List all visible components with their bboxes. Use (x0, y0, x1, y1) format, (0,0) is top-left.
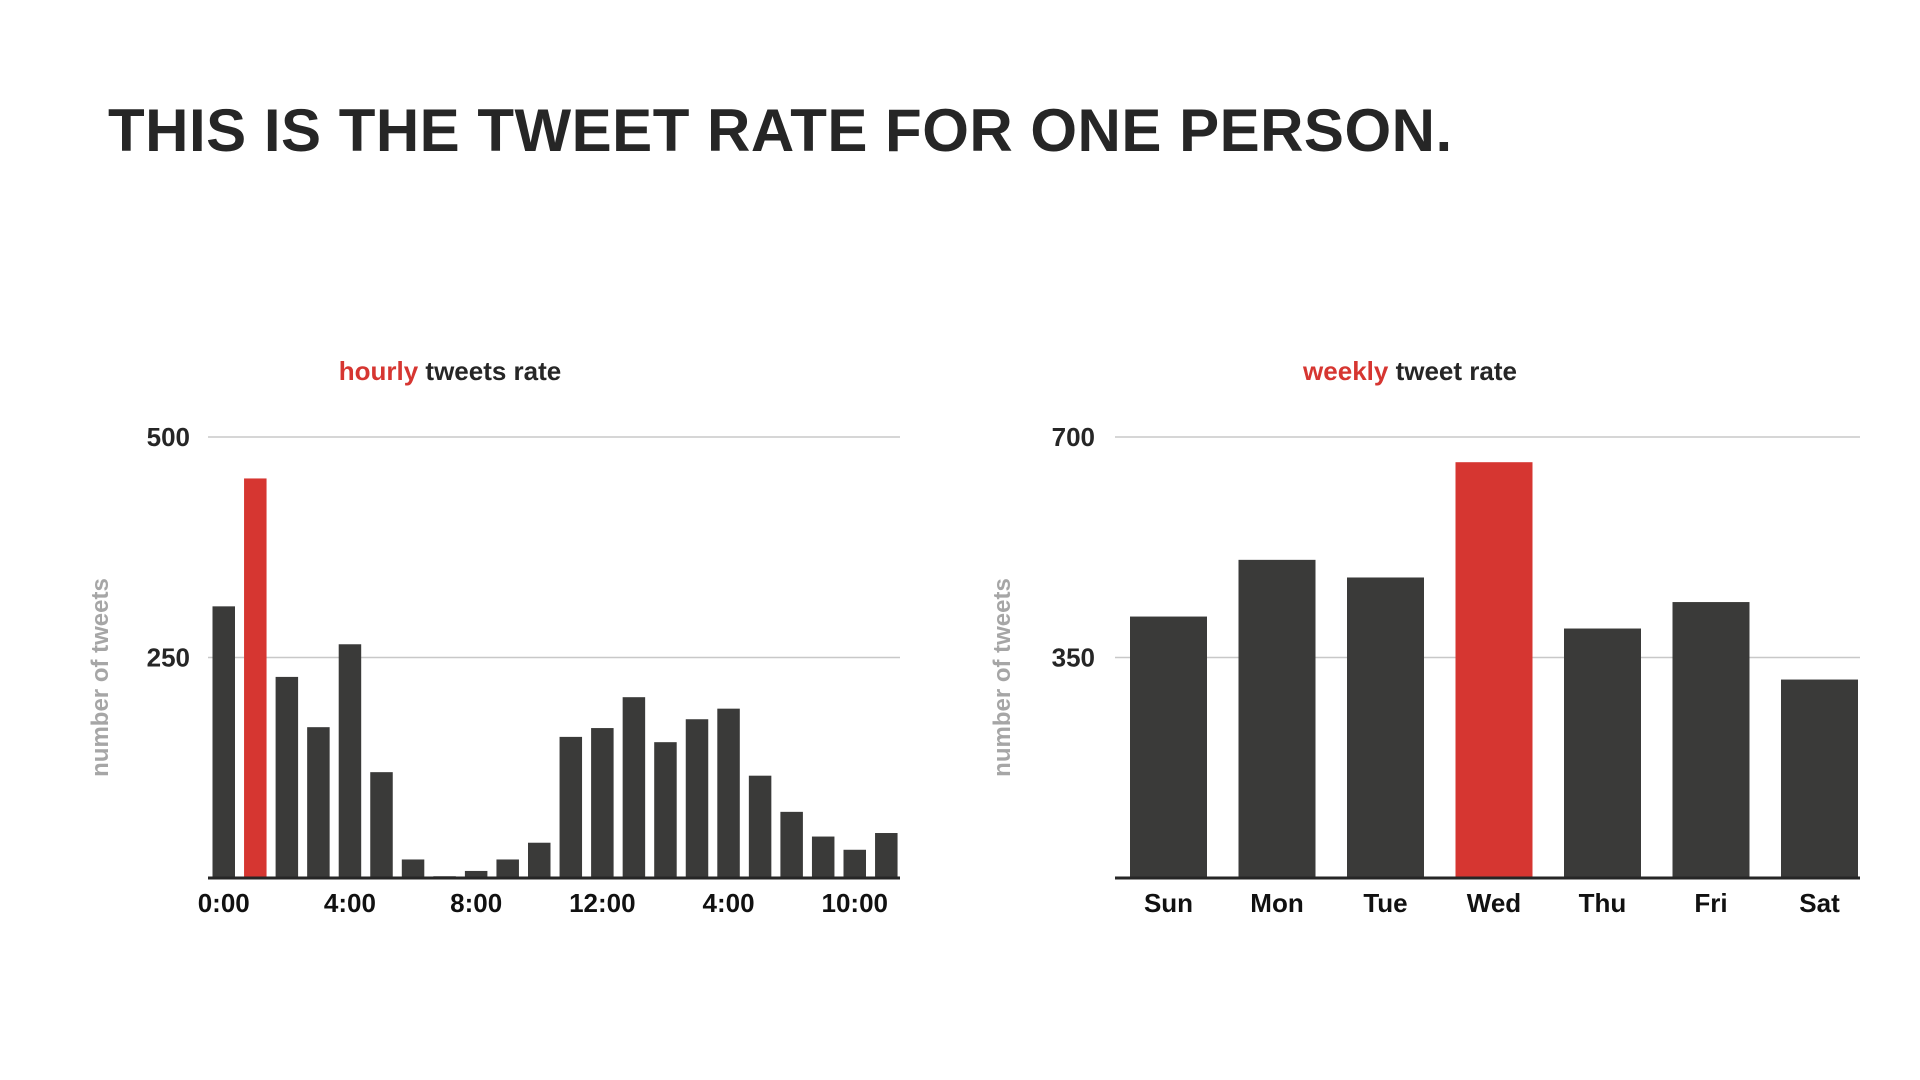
weekly-bar (1238, 559, 1316, 878)
hourly-bar (464, 870, 488, 878)
hourly-xtick-label: 10:00 (822, 888, 889, 918)
weekly-bar (1347, 577, 1424, 878)
weekly-xtick-label: Sat (1799, 888, 1840, 918)
hourly-bar (307, 727, 330, 878)
hourly-chart-panel: hourly tweets rate 250 500 number of tweet… (0, 340, 900, 940)
weekly-chart-panel: weekly tweet rate 350 700 number of tweets… (960, 340, 1860, 940)
hourly-bar (338, 644, 362, 878)
weekly-xtick-label: Tue (1363, 888, 1407, 918)
hourly-bar (370, 772, 393, 878)
weekly-tweets-chart: 350 700 number of tweets Sun Mon Tue Wed Thu Fri… (989, 422, 1860, 918)
hourly-bar (685, 719, 709, 878)
weekly-bar (1781, 679, 1858, 878)
hourly-chart-title: hourly tweets rate (0, 356, 900, 387)
hourly-bar (780, 811, 803, 878)
hourly-bar (275, 676, 299, 878)
hourly-y-axis-label: number of tweets (87, 578, 114, 777)
weekly-xtick-label: Thu (1579, 888, 1627, 918)
hourly-title-rest: tweets rate (418, 356, 562, 386)
hourly-ytick-label: 250 (147, 643, 190, 673)
hourly-bar (748, 775, 772, 878)
weekly-bar (1564, 628, 1641, 878)
hourly-bar (843, 849, 866, 878)
hourly-bar (654, 742, 677, 878)
hourly-xtick-label: 4:00 (324, 888, 376, 918)
hourly-bar (811, 836, 835, 878)
hourly-xtick-label: 4:00 (703, 888, 755, 918)
hourly-bar (528, 842, 551, 878)
hourly-title-highlight: hourly (338, 356, 419, 386)
hourly-bar (401, 859, 425, 878)
weekly-title-highlight: weekly (1303, 356, 1389, 386)
hourly-xtick-label: 8:00 (450, 888, 502, 918)
weekly-xtick-label: Fri (1694, 888, 1727, 918)
hourly-ytick-label: 500 (147, 422, 190, 452)
hourly-bar (496, 859, 519, 878)
weekly-xtick-label: Wed (1467, 888, 1521, 918)
hourly-bar (717, 708, 740, 878)
hourly-bar (622, 697, 646, 878)
weekly-ytick-label: 350 (1052, 643, 1095, 673)
hourly-bar (212, 606, 235, 878)
weekly-ytick-label: 700 (1052, 422, 1095, 452)
hourly-xtick-label: 0:00 (198, 888, 250, 918)
weekly-title-rest: tweet rate (1388, 356, 1517, 386)
hourly-bar (875, 833, 898, 878)
weekly-y-axis-label: number of tweets (989, 578, 1016, 777)
page-title: THIS IS THE TWEET RATE FOR ONE PERSON. (108, 97, 1453, 164)
hourly-bar (244, 478, 267, 878)
weekly-xtick-label: Mon (1250, 888, 1303, 918)
hourly-tweets-chart: 250 500 number of tweets 0:00 4:00 8:00 12:00 4… (87, 422, 900, 918)
hourly-bar (591, 728, 614, 878)
weekly-bar (1672, 602, 1750, 878)
hourly-xtick-label: 12:00 (569, 888, 636, 918)
weekly-bar (1455, 462, 1533, 878)
hourly-bar (559, 736, 583, 878)
weekly-chart-title: weekly tweet rate (960, 356, 1860, 387)
weekly-bar (1130, 616, 1207, 878)
weekly-xtick-label: Sun (1144, 888, 1193, 918)
